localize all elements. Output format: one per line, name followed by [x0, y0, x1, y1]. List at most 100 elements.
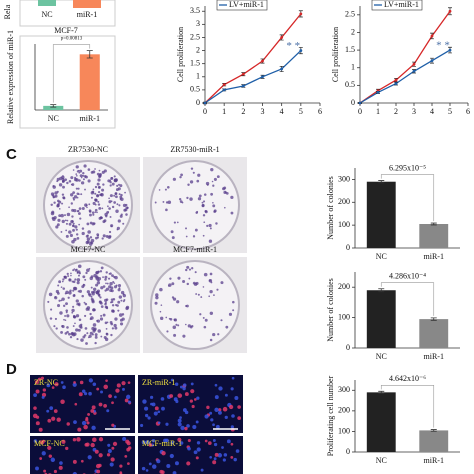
colony	[106, 307, 109, 310]
error-bar	[430, 429, 437, 432]
colony	[97, 178, 101, 182]
nucleus	[200, 468, 204, 472]
colony	[116, 184, 119, 187]
colony	[72, 325, 75, 328]
colony	[84, 188, 86, 191]
colony	[112, 280, 115, 283]
colony	[73, 209, 77, 213]
nucleus	[47, 418, 52, 423]
colony	[110, 286, 114, 290]
y-tick-label: 1.5	[345, 45, 355, 54]
colony	[209, 289, 213, 294]
colony	[119, 322, 124, 326]
colony	[117, 309, 120, 312]
point	[261, 59, 264, 63]
nucleus	[237, 416, 242, 421]
y-label: Number of colonies	[326, 176, 335, 240]
nucleus	[186, 461, 191, 466]
colony	[111, 327, 115, 330]
colony	[89, 213, 92, 217]
colony	[100, 266, 104, 270]
y-tick-label: 100	[338, 426, 350, 435]
nucleus	[140, 423, 144, 427]
colony	[192, 235, 196, 238]
nucleus	[92, 437, 97, 442]
p-value: p=0.00813	[61, 37, 83, 42]
nucleus	[235, 449, 240, 453]
colony	[92, 201, 96, 205]
colony	[56, 177, 60, 181]
colony	[75, 314, 80, 318]
colony	[118, 295, 123, 299]
colony	[195, 211, 198, 214]
colony	[96, 236, 100, 239]
nucleus	[126, 462, 130, 466]
nucleus	[96, 387, 100, 391]
colony	[88, 293, 92, 297]
nucleus	[38, 427, 43, 432]
colony	[95, 290, 100, 295]
colony	[113, 201, 116, 204]
colony	[96, 194, 99, 197]
colony	[90, 191, 95, 195]
colony	[68, 230, 72, 234]
colony	[89, 236, 93, 239]
nucleus	[214, 395, 219, 400]
colony	[105, 328, 108, 330]
colony	[90, 170, 94, 174]
nucleus	[150, 395, 154, 399]
nucleus	[127, 400, 131, 404]
nucleus	[51, 416, 56, 421]
colony	[62, 287, 66, 290]
nucleus	[41, 451, 46, 456]
colony	[107, 211, 110, 213]
y-label: Number of colonies	[326, 278, 335, 342]
nucleus	[111, 446, 115, 450]
colony	[68, 291, 72, 295]
colony	[66, 181, 69, 185]
colony	[74, 176, 77, 179]
colony	[71, 308, 75, 313]
colony	[118, 287, 121, 290]
colony	[109, 181, 112, 184]
nucleus	[65, 446, 69, 451]
colony	[62, 196, 66, 200]
colony	[55, 327, 58, 330]
colony	[155, 293, 159, 297]
nucleus	[50, 457, 56, 462]
colony	[216, 175, 220, 179]
colony	[105, 271, 108, 274]
colony	[75, 165, 79, 169]
colony	[110, 289, 114, 293]
colony	[82, 178, 85, 181]
colony	[77, 212, 81, 215]
colony	[191, 267, 194, 270]
colony	[185, 227, 188, 230]
nucleus	[103, 384, 109, 390]
bracket	[380, 282, 435, 316]
colony	[61, 325, 65, 329]
colony	[102, 285, 106, 288]
colony	[79, 169, 83, 173]
nucleus	[222, 406, 228, 412]
colony	[90, 238, 95, 243]
colony	[197, 173, 201, 177]
colony	[228, 312, 233, 316]
nucleus	[157, 421, 161, 425]
colony	[57, 304, 61, 308]
colony	[91, 333, 94, 336]
category-label: miR-1	[77, 10, 97, 19]
y-tick-label: 0.5	[190, 85, 200, 94]
colony	[119, 318, 123, 322]
colony	[58, 299, 61, 302]
colony	[203, 193, 207, 196]
colony	[83, 164, 87, 168]
colony	[167, 285, 170, 287]
error-bar	[378, 180, 385, 184]
colony	[92, 287, 97, 291]
colony	[216, 288, 219, 291]
colony	[80, 338, 84, 342]
y-label: Cell proliferation	[176, 27, 185, 82]
micrograph	[30, 436, 135, 474]
x-tick-label: NC	[376, 456, 387, 465]
